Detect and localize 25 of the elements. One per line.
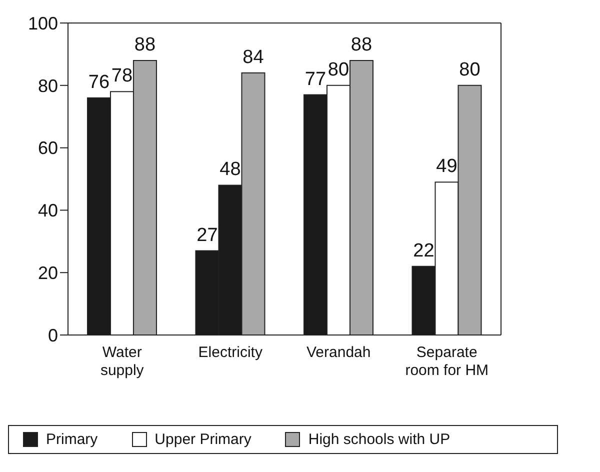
y-tick-label: 60: [38, 138, 58, 158]
y-tick-label: 40: [38, 200, 58, 221]
y-tick-label: 0: [48, 325, 58, 346]
data-label: 88: [350, 34, 372, 56]
data-label: 76: [88, 72, 110, 93]
data-label: 49: [436, 156, 458, 178]
y-tick-label: 20: [38, 262, 58, 283]
data-label: 80: [328, 59, 350, 80]
data-label: 78: [111, 66, 133, 87]
data-label: 84: [242, 46, 264, 68]
legend-label: Primary: [46, 431, 98, 448]
data-label: 48: [220, 159, 241, 180]
y-tick-label: 100: [28, 13, 58, 34]
x-tick-label: Verandah: [306, 344, 371, 361]
x-tick-label: Separate room for HM: [405, 344, 489, 379]
data-label: 77: [304, 68, 326, 90]
legend-label: Upper Primary: [154, 431, 252, 448]
data-label: 88: [134, 34, 156, 56]
data-label: 80: [459, 59, 480, 80]
legend-label: High schools with UP: [308, 431, 450, 448]
data-label: 27: [196, 224, 218, 246]
x-tick-label: Electricity: [198, 344, 263, 361]
y-tick-label: 80: [38, 76, 58, 96]
x-tick-label: Water supply: [100, 344, 144, 379]
data-label: 22: [413, 240, 434, 262]
